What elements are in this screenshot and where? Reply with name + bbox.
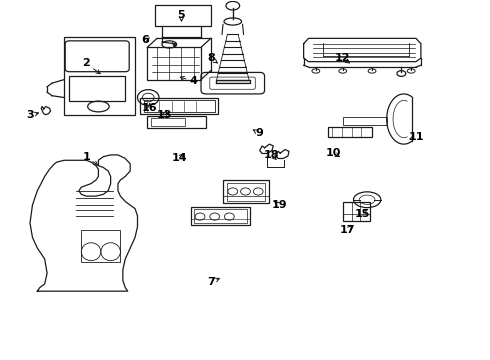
- Text: 1: 1: [82, 152, 90, 162]
- Text: 2: 2: [82, 58, 90, 68]
- Text: 4: 4: [190, 76, 197, 86]
- Bar: [147, 47, 201, 80]
- Bar: [81, 230, 121, 262]
- Bar: [328, 127, 372, 137]
- Bar: [343, 117, 387, 126]
- Bar: [64, 37, 135, 116]
- Polygon shape: [216, 80, 250, 83]
- Text: 6: 6: [141, 35, 149, 45]
- Polygon shape: [260, 144, 273, 153]
- Polygon shape: [276, 149, 289, 158]
- Text: 12: 12: [335, 53, 350, 63]
- Bar: [155, 5, 211, 26]
- Bar: [140, 98, 218, 114]
- Text: 3: 3: [26, 111, 34, 121]
- Text: 14: 14: [171, 153, 187, 163]
- Text: 7: 7: [207, 277, 215, 287]
- Bar: [147, 116, 206, 128]
- Text: 15: 15: [355, 209, 370, 219]
- Polygon shape: [41, 107, 50, 115]
- Text: 9: 9: [256, 129, 264, 138]
- Polygon shape: [30, 155, 138, 291]
- Text: 10: 10: [325, 148, 341, 158]
- Bar: [151, 118, 185, 126]
- Text: 17: 17: [340, 225, 355, 235]
- Text: 16: 16: [142, 103, 157, 113]
- Text: 19: 19: [271, 200, 287, 210]
- Bar: [191, 207, 250, 225]
- Text: 13: 13: [157, 111, 172, 121]
- Bar: [144, 100, 215, 112]
- Polygon shape: [304, 39, 421, 62]
- Bar: [194, 210, 247, 223]
- Text: 5: 5: [178, 10, 185, 20]
- Bar: [69, 76, 125, 101]
- Bar: [223, 180, 270, 203]
- Text: 18: 18: [264, 150, 280, 160]
- Bar: [227, 183, 265, 201]
- Bar: [343, 202, 369, 221]
- Text: 8: 8: [207, 53, 215, 63]
- Text: 11: 11: [408, 132, 424, 142]
